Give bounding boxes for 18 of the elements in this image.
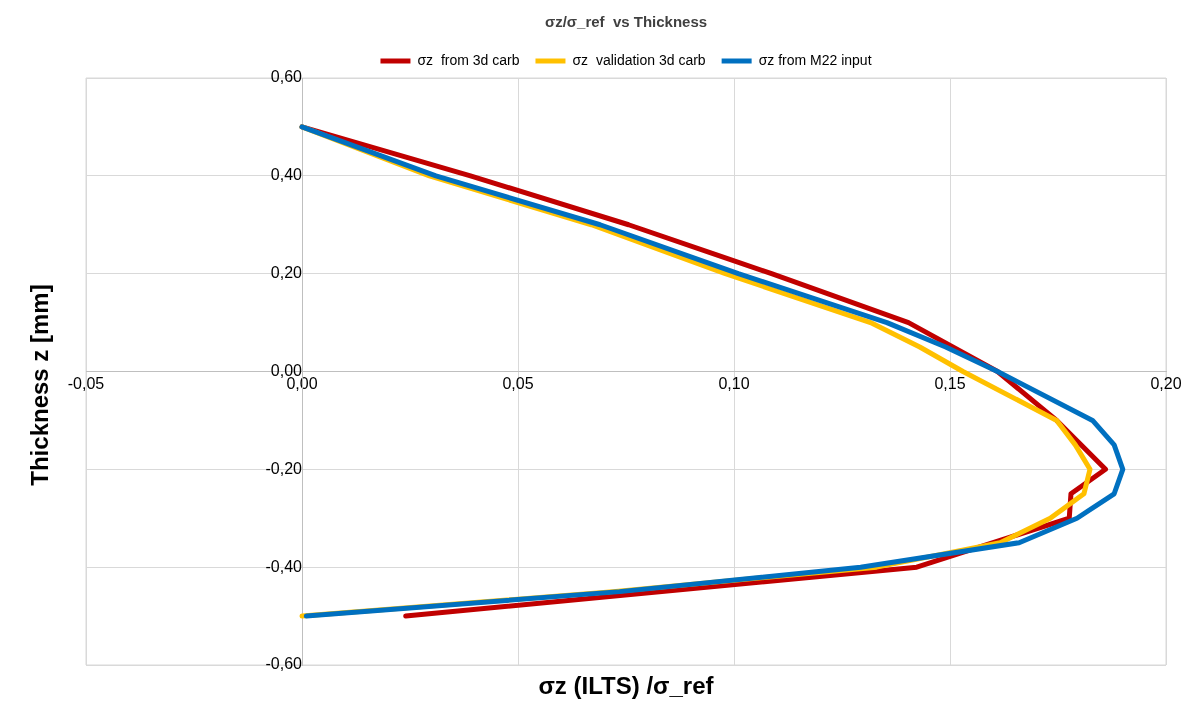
x-tick-label: 0,15 xyxy=(934,374,966,392)
y-tick-label: -0,20 xyxy=(265,459,303,477)
y-tick-label: -0,40 xyxy=(265,557,303,575)
x-tick-label: 0,10 xyxy=(718,374,750,392)
y-tick-label: 0,00 xyxy=(270,361,303,379)
y-tick-label: 0,20 xyxy=(270,264,303,282)
y-axis-title: Thickness z [mm] xyxy=(26,284,54,486)
x-tick-label: -0,05 xyxy=(67,374,105,392)
legend-label: σz from 3d carb xyxy=(417,51,520,68)
y-tick-label: 0,60 xyxy=(270,68,303,86)
chart-title: σz/σ_ref vs Thickness xyxy=(544,13,708,31)
x-tick-label: 0,20 xyxy=(1150,374,1182,392)
y-tick-label: -0,60 xyxy=(265,655,303,673)
x-axis-title: σz (ILTS) /σ_ref xyxy=(537,672,715,700)
y-tick-label: 0,40 xyxy=(270,166,303,184)
legend-label: σz from M22 input xyxy=(758,51,872,68)
legend-label: σz validation 3d carb xyxy=(572,51,706,68)
x-tick-label: 0,05 xyxy=(502,374,534,392)
